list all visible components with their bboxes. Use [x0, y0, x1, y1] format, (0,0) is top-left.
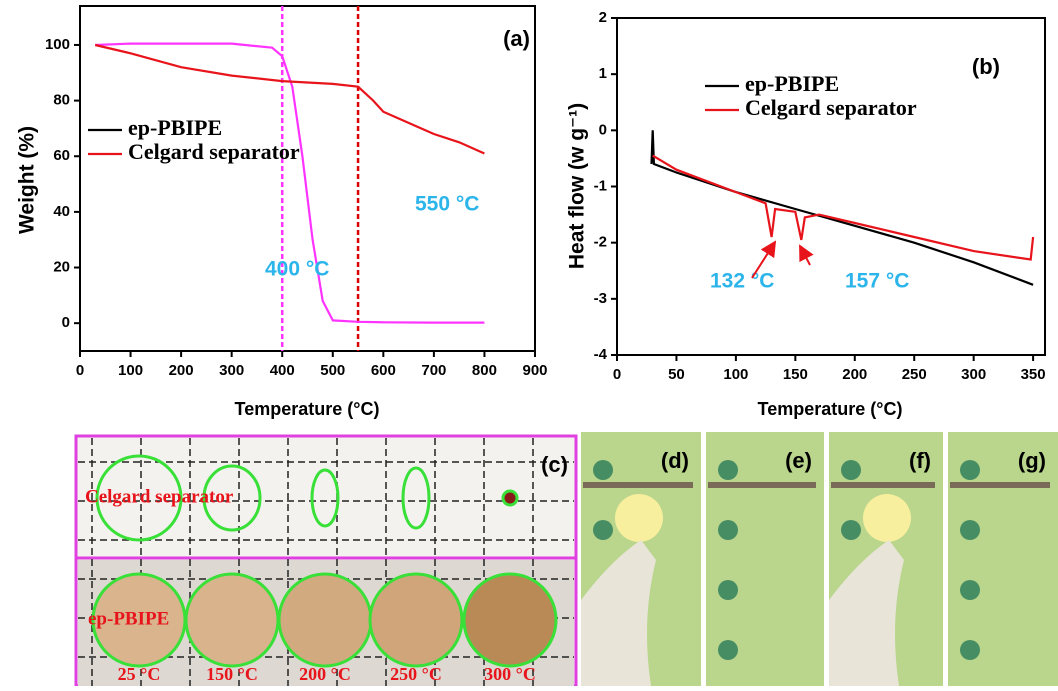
x-tick-label: 100 [118, 362, 143, 379]
x-axis-label: Temperature (°C) [235, 399, 380, 419]
y-axis-label: Weight (%) [16, 126, 39, 234]
y-tick-label: 100 [45, 36, 70, 53]
panel-label: (e) [785, 448, 812, 473]
sample [186, 574, 278, 666]
x-tick-label: 200 [842, 366, 867, 383]
logo [841, 520, 861, 540]
x-tick-label: 200 [169, 362, 194, 379]
x-tick-label: 100 [723, 366, 748, 383]
y-tick-label: 20 [53, 259, 70, 276]
y-tick-label: 1 [599, 65, 607, 82]
logo [593, 520, 613, 540]
y-axis-label: Heat flow (w g⁻¹) [566, 103, 589, 269]
x-tick-label: 0 [76, 362, 84, 379]
row-label: ep-PBIPE [88, 608, 169, 629]
legend-label: ep-PBIPE [745, 71, 839, 96]
logo [718, 460, 738, 480]
annotation: 157 °C [845, 270, 909, 293]
panel-label: (b) [972, 54, 1000, 79]
logo [718, 580, 738, 600]
panel-c: 25 °C 150 °C 200 °C 250 °C 300 °C Celgard sep… [76, 436, 576, 686]
panel-label: (c) [541, 452, 568, 477]
temperature-label: 250 °C [390, 664, 442, 684]
y-tick-label: -3 [594, 290, 607, 307]
row-label: Celgard separator [85, 486, 234, 507]
x-tick-label: 700 [421, 362, 446, 379]
sample [370, 574, 462, 666]
legend-label: ep-PBIPE [128, 115, 222, 140]
x-tick-label: 150 [783, 366, 808, 383]
logo [718, 520, 738, 540]
y-tick-label: 0 [62, 314, 70, 331]
x-tick-label: 900 [522, 362, 547, 379]
y-tick-label: 60 [53, 147, 70, 164]
temperature-label: 150 °C [206, 664, 258, 684]
figure: 25 °C 150 °C 200 °C 250 °C 300 °C Celgard sep… [0, 0, 1058, 686]
y-tick-label: 0 [599, 121, 607, 138]
arrow [800, 246, 810, 265]
logo [960, 580, 980, 600]
temperature-label: 25 °C [118, 664, 161, 684]
holder [708, 482, 816, 488]
flame [863, 494, 911, 542]
logo [718, 640, 738, 660]
annotation: 400 °C [265, 258, 329, 281]
flame [615, 494, 663, 542]
x-tick-label: 300 [961, 366, 986, 383]
logo [960, 460, 980, 480]
legend-label: Celgard separator [745, 95, 917, 120]
x-tick-label: 250 [902, 366, 927, 383]
holder [950, 482, 1050, 488]
y-tick-label: -4 [594, 346, 608, 363]
x-tick-label: 600 [371, 362, 396, 379]
legend-label: Celgard separator [128, 139, 300, 164]
sample-outline [503, 491, 517, 505]
x-axis-label: Temperature (°C) [758, 399, 903, 419]
y-tick-label: -1 [594, 177, 607, 194]
logo [960, 640, 980, 660]
y-tick-label: 80 [53, 92, 70, 109]
logo [593, 460, 613, 480]
temperature-label: 300 °C [484, 664, 536, 684]
temperature-label: 200 °C [299, 664, 351, 684]
data-line [652, 130, 1034, 284]
y-tick-label: 2 [599, 9, 607, 26]
holder [831, 482, 935, 488]
photos: (d) (e) (f) (g) [581, 432, 1058, 686]
annotation: 550 °C [415, 193, 479, 216]
sample [464, 574, 556, 666]
panel-label: (a) [503, 26, 530, 51]
x-tick-label: 400 [270, 362, 295, 379]
panel-label: (d) [661, 448, 689, 473]
x-tick-label: 350 [1021, 366, 1046, 383]
holder [583, 482, 693, 488]
logo [841, 460, 861, 480]
x-tick-label: 500 [320, 362, 345, 379]
sample [279, 574, 371, 666]
annotation: 132 °C [710, 270, 774, 293]
data-line [653, 156, 1033, 260]
x-tick-label: 50 [668, 366, 685, 383]
panel-label: (f) [909, 448, 931, 473]
panel-label: (g) [1018, 448, 1046, 473]
x-tick-label: 800 [472, 362, 497, 379]
y-tick-label: -2 [594, 234, 607, 251]
x-tick-label: 300 [219, 362, 244, 379]
y-tick-label: 40 [53, 203, 70, 220]
x-tick-label: 0 [613, 366, 621, 383]
data-line [95, 44, 484, 323]
logo [960, 520, 980, 540]
